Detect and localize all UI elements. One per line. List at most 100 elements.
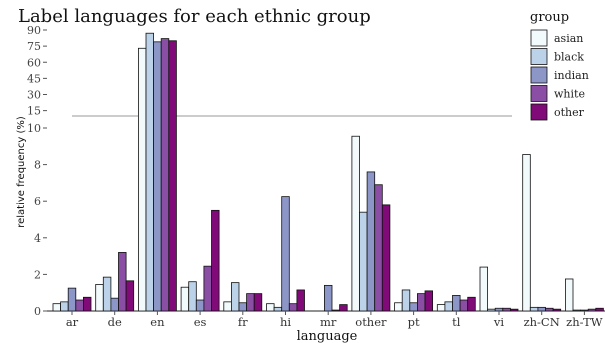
- x-axis-label: language: [297, 329, 358, 343]
- y-tick-label: 60: [27, 56, 41, 69]
- bar-fr-indian: [238, 302, 247, 312]
- bar-tl-indian: [452, 295, 461, 312]
- bar-mr-other: [339, 304, 348, 312]
- bar-hi-white: [288, 303, 298, 312]
- x-tick-label: vi: [493, 315, 504, 329]
- bar-other-white: [374, 184, 383, 312]
- bar-pt-black: [401, 289, 411, 312]
- bar-ar-indian: [67, 287, 77, 312]
- x-tick-label: tl: [452, 315, 461, 329]
- legend-label-asian: asian: [554, 32, 583, 45]
- x-tick-label: zh-CN: [524, 315, 560, 329]
- bar-en-other: [168, 40, 177, 312]
- bar-es-white: [203, 265, 212, 312]
- upper-y-axis: 15 30 45 60 75 90: [27, 24, 47, 118]
- bar-es-other: [211, 209, 220, 312]
- bar-es-asian: [180, 286, 190, 312]
- bar-es-indian: [195, 299, 205, 312]
- y-tick-label: 30: [27, 89, 41, 102]
- bar-zh-CN-black: [529, 306, 539, 312]
- bar-hi-other: [296, 289, 305, 312]
- bar-hi-indian: [281, 196, 290, 312]
- bar-hi-black: [273, 306, 283, 312]
- legend-swatch-white: [530, 85, 548, 102]
- lower-y-axis: 0 2 4 6 8 10: [27, 122, 47, 318]
- bar-en-asian: [137, 47, 147, 312]
- y-tick-label: 2: [34, 268, 41, 281]
- bar-tl-black: [444, 301, 453, 312]
- legend: group asian black indian white other: [530, 10, 589, 121]
- legend-label-other: other: [554, 106, 585, 119]
- x-tick-label: mr: [320, 315, 337, 329]
- bar-hi-asian: [266, 303, 275, 312]
- bar-ar-asian: [52, 303, 61, 312]
- bar-en-black: [145, 32, 154, 312]
- bar-pt-indian: [409, 302, 418, 312]
- y-tick-label: 0: [34, 305, 41, 318]
- legend-label-indian: indian: [554, 69, 589, 82]
- bar-other-indian: [366, 171, 376, 312]
- bar-pt-white: [416, 293, 426, 312]
- bar-zh-TW-white: [587, 308, 597, 312]
- y-tick-label: 6: [34, 195, 41, 208]
- bar-es-black: [188, 281, 197, 312]
- y-tick-label: 45: [27, 72, 41, 85]
- y-tick-label: 90: [27, 24, 41, 37]
- y-axis-label: relative frequency (%): [16, 116, 27, 228]
- bar-zh-CN-white: [545, 307, 554, 312]
- y-tick-label: 4: [34, 232, 41, 245]
- legend-swatch-other: [530, 103, 548, 121]
- bar-other-asian: [351, 135, 360, 312]
- x-tick-label: pt: [408, 315, 420, 329]
- bar-vi-indian: [494, 307, 504, 312]
- legend-title: group: [530, 10, 569, 25]
- bar-zh-TW-asian: [565, 278, 574, 312]
- bar-de-asian: [95, 284, 104, 312]
- bar-vi-white: [502, 307, 511, 312]
- bar-zh-TW-other: [595, 307, 604, 312]
- bar-vi-other: [509, 308, 519, 312]
- x-tick-label: ar: [66, 315, 79, 329]
- x-tick-label: fr: [238, 315, 248, 329]
- bar-fr-asian: [223, 301, 232, 312]
- bar-other-black: [359, 211, 368, 312]
- x-tick-label: other: [355, 315, 387, 329]
- bar-ar-white: [75, 299, 84, 312]
- bar-fr-white: [246, 293, 255, 312]
- bar-en-white: [160, 38, 170, 312]
- x-tick-label: es: [194, 315, 207, 329]
- legend-label-white: white: [554, 88, 585, 101]
- legend-swatch-black: [530, 48, 548, 65]
- bar-fr-other: [253, 293, 263, 312]
- x-tick-label: en: [150, 315, 165, 329]
- bar-de-white: [118, 252, 127, 312]
- legend-label-black: black: [554, 51, 584, 64]
- bars: [52, 32, 604, 312]
- bar-pt-asian: [394, 302, 403, 312]
- bar-de-black: [102, 276, 112, 312]
- bar-tl-other: [467, 296, 476, 312]
- bar-zh-TW-black: [572, 309, 581, 312]
- bar-zh-CN-asian: [522, 154, 531, 312]
- bar-de-indian: [110, 297, 119, 312]
- legend-swatch-asian: [530, 29, 548, 47]
- bar-ar-black: [60, 301, 69, 312]
- x-axis: ar de en es fr hi mr other pt tl vi zh-CN zh-TW: [66, 311, 603, 329]
- bar-zh-CN-indian: [537, 306, 546, 312]
- bar-vi-asian: [479, 266, 488, 312]
- y-tick-label: 15: [27, 105, 41, 118]
- bar-vi-black: [487, 308, 496, 312]
- bar-en-indian: [153, 41, 162, 312]
- y-tick-label: 75: [27, 40, 41, 53]
- y-tick-label: 8: [34, 159, 41, 172]
- bar-mr-indian: [323, 284, 333, 312]
- bar-zh-TW-indian: [580, 309, 589, 312]
- x-tick-label: zh-TW: [566, 315, 603, 329]
- bar-tl-white: [459, 299, 469, 312]
- legend-swatch-indian: [530, 66, 548, 84]
- x-tick-label: hi: [280, 315, 291, 329]
- y-tick-label: 10: [27, 122, 41, 135]
- bar-ar-other: [83, 296, 92, 312]
- bar-fr-black: [230, 282, 240, 312]
- bar-other-other: [381, 204, 391, 312]
